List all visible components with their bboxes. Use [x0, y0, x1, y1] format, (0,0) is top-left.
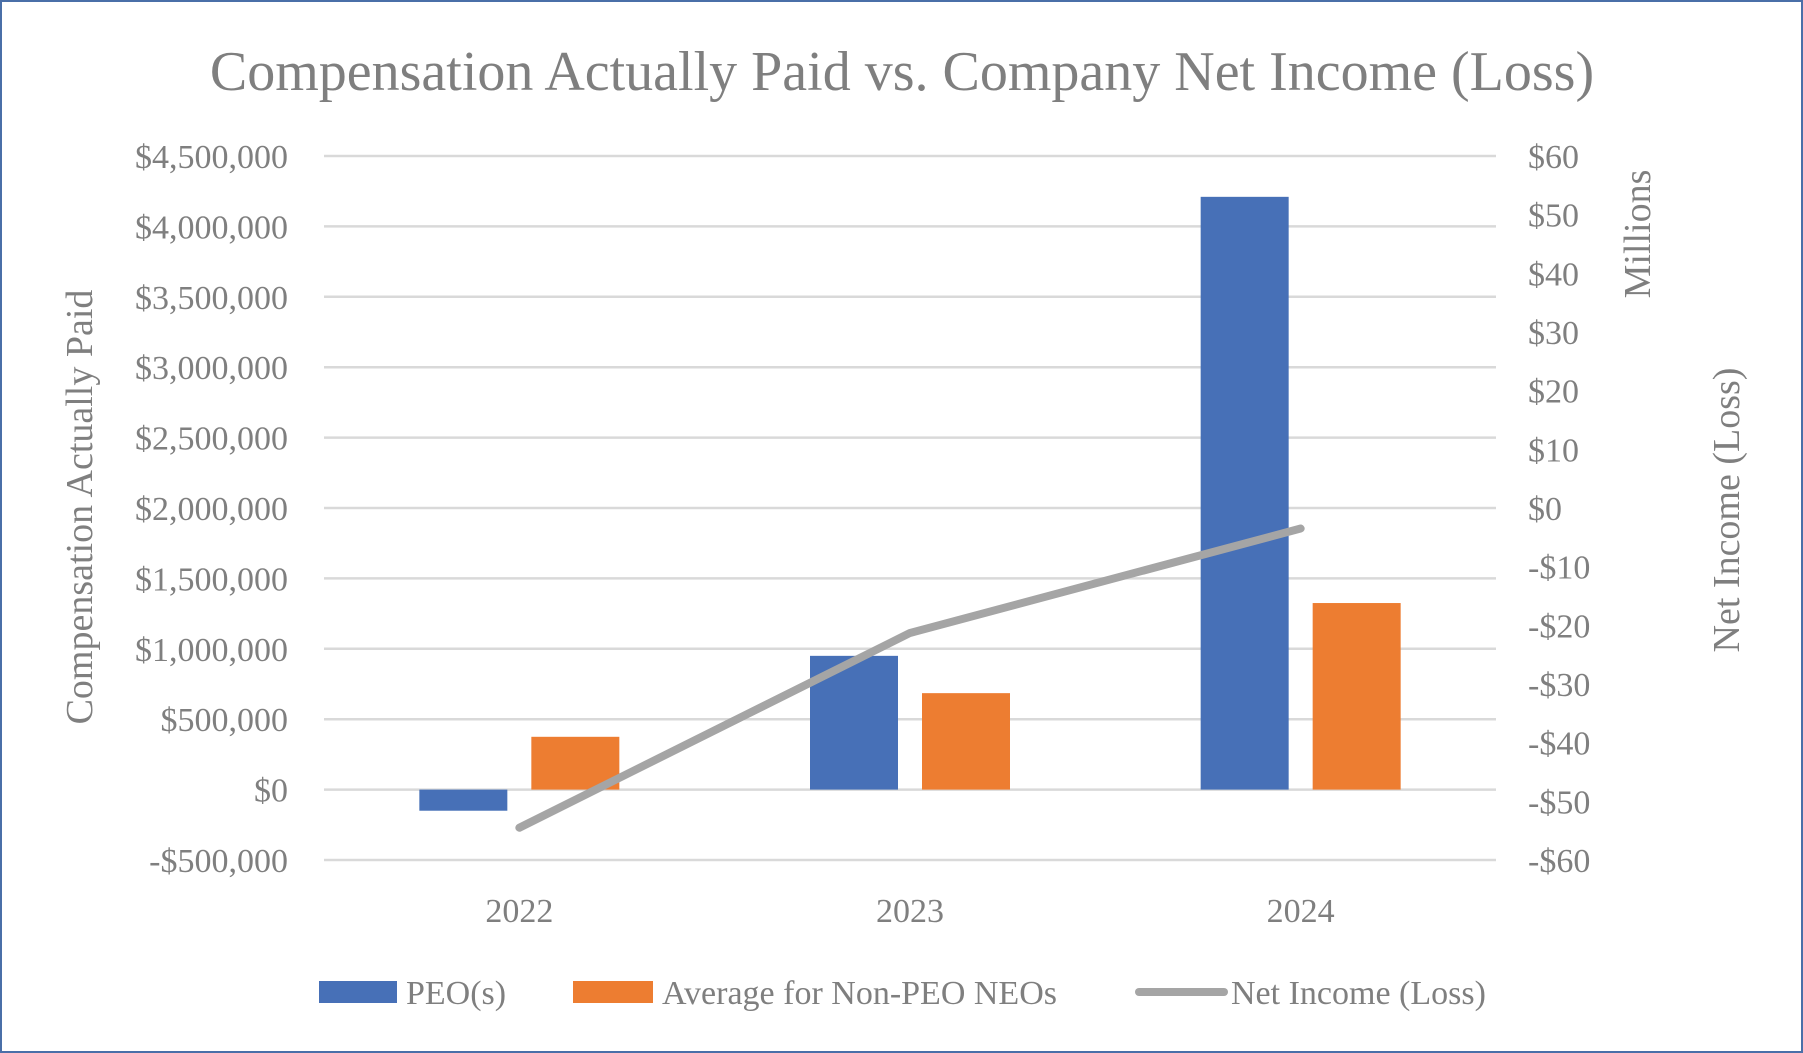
chart-title: Compensation Actually Paid vs. Company N… — [210, 41, 1594, 103]
legend-label-non-peo: Average for Non-PEO NEOs — [662, 975, 1057, 1012]
y2-tick-label: $60 — [1528, 139, 1579, 176]
bars-layer — [419, 196, 1401, 811]
legend-swatch-peo — [319, 981, 397, 1003]
y-tick-label: -$500,000 — [149, 843, 288, 880]
y2-tick-label: -$10 — [1528, 550, 1590, 587]
grid-layer — [324, 154, 1496, 862]
legend-swatch-non-peo — [573, 981, 653, 1003]
line-point-2024 — [1299, 527, 1302, 530]
x-tick-label-2024: 2024 — [1267, 893, 1335, 930]
line-point-2023 — [909, 631, 911, 634]
y2-tick-label: $50 — [1528, 198, 1579, 235]
legend-label-net-income: Net Income (Loss) — [1231, 975, 1486, 1012]
y2-tick-label: $0 — [1528, 491, 1562, 528]
y2-tick-label: $20 — [1528, 374, 1579, 411]
y2-tick-label: -$40 — [1528, 726, 1590, 763]
y-tick-label: $4,000,000 — [135, 209, 288, 246]
bar-average-for-non-peo-neos-2024 — [1312, 603, 1401, 790]
legend: PEO(s) Average for Non-PEO NEOs Net Inco… — [319, 975, 1486, 1012]
y2-tick-label: $30 — [1528, 315, 1579, 352]
bar-average-for-non-peo-neos-2023 — [922, 693, 1010, 790]
y-tick-label: $0 — [254, 773, 288, 810]
y-tick-label: $2,500,000 — [135, 421, 288, 458]
line-layer — [515, 524, 1305, 832]
y2-tick-label: -$30 — [1528, 667, 1590, 704]
y2-tick-label: -$50 — [1528, 784, 1590, 821]
y-tick-label: $1,000,000 — [135, 632, 288, 669]
bar-peo-s-2022 — [419, 789, 508, 811]
x-axis-ticks: 2022 2023 2024 — [485, 893, 1334, 930]
line-net-income — [515, 524, 1305, 832]
y-tick-label: $3,000,000 — [135, 350, 288, 387]
left-axis-ticks: $4,500,000 $4,000,000 $3,500,000 $3,000,000… — [135, 139, 288, 880]
x-tick-label-2023: 2023 — [876, 893, 944, 930]
x-tick-label-2022: 2022 — [485, 893, 553, 930]
y2-tick-label: $10 — [1528, 432, 1579, 469]
y-tick-label: $500,000 — [161, 702, 289, 739]
y2-axis-label: Net Income (Loss) — [1706, 368, 1748, 653]
y2-unit-label: Millions — [1617, 170, 1659, 299]
y-tick-label: $4,500,000 — [135, 139, 288, 176]
y-tick-label: $2,000,000 — [135, 491, 288, 528]
y-axis-label: Compensation Actually Paid — [59, 290, 101, 725]
y2-tick-label: -$60 — [1528, 843, 1590, 880]
y2-tick-label: -$20 — [1528, 608, 1590, 645]
legend-label-peo: PEO(s) — [406, 975, 506, 1012]
right-axis-ticks: $60 $50 $40 $30 $20 $10 $0 -$10 -$20 -$30 -$40 -$50… — [1528, 139, 1590, 880]
bar-peo-s-2024 — [1200, 196, 1289, 790]
y-tick-label: $3,500,000 — [135, 280, 288, 317]
y2-tick-label: $40 — [1528, 256, 1579, 293]
y-tick-label: $1,500,000 — [135, 561, 288, 598]
line-point-2022 — [518, 826, 521, 829]
